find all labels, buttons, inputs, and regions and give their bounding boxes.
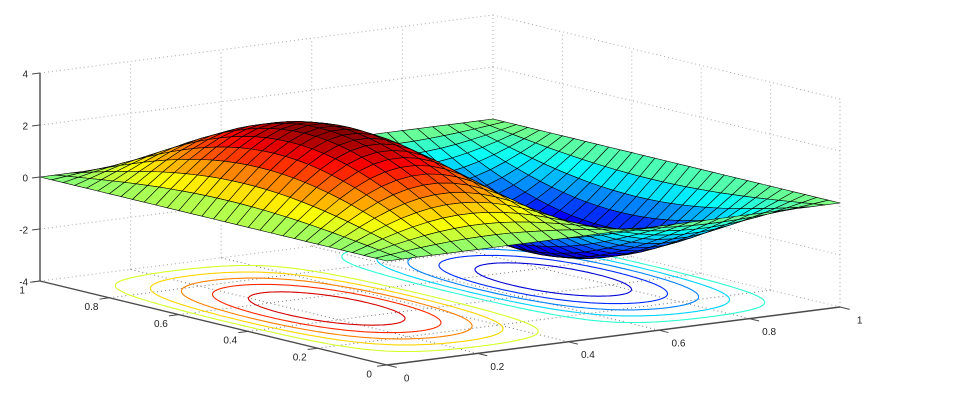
y-tick-label: 0.4 bbox=[223, 336, 237, 347]
z-tick-label: 0 bbox=[23, 174, 29, 185]
z-tick-label: -2 bbox=[19, 226, 28, 237]
y-tick-label: 0.2 bbox=[293, 353, 307, 364]
y-tick-label: 0.6 bbox=[154, 319, 168, 330]
contour-level-2.5 bbox=[247, 291, 406, 326]
axis-ticks bbox=[30, 72, 850, 368]
x-tick-label: 0.2 bbox=[490, 362, 504, 373]
contour-level-1.5 bbox=[180, 277, 473, 340]
z-tick-label: 4 bbox=[23, 70, 29, 81]
surface-mesh bbox=[39, 118, 841, 262]
x-tick-label: 0.4 bbox=[581, 350, 595, 361]
z-tick-label: -4 bbox=[19, 278, 28, 289]
contour-level-0.5 bbox=[114, 264, 539, 353]
y-tick-label: 0.8 bbox=[85, 302, 99, 313]
y-tick-label: 0 bbox=[366, 369, 372, 380]
contour-level-1 bbox=[149, 271, 504, 346]
x-tick-label: 0.6 bbox=[672, 339, 686, 350]
x-tick-label: 0 bbox=[404, 373, 410, 384]
x-tick-label: 0.8 bbox=[762, 327, 776, 338]
y-tick-label: 1 bbox=[19, 285, 25, 296]
contour-level--2 bbox=[438, 254, 669, 305]
x-tick-label: 1 bbox=[857, 315, 863, 326]
contour-level--1.5 bbox=[407, 248, 700, 311]
contour-level-2 bbox=[211, 283, 442, 334]
z-tick-label: 2 bbox=[23, 122, 29, 133]
contour-level--2.5 bbox=[474, 262, 633, 297]
